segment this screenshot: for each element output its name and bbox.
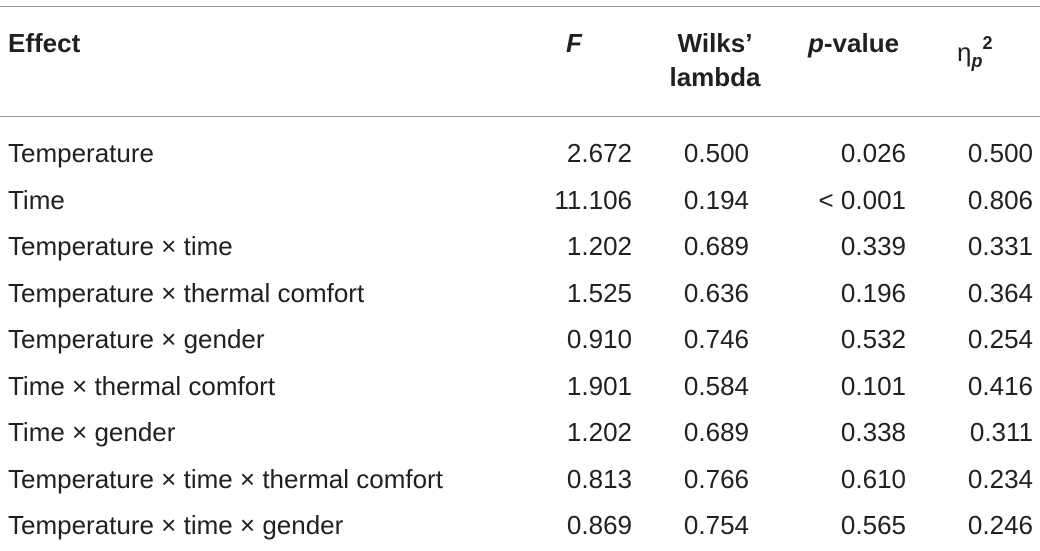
cell-f: 0.910 — [566, 324, 632, 354]
cell-p-value: 0.338 — [840, 417, 906, 447]
cell-wilks-lambda: 0.746 — [683, 324, 749, 354]
cell-f: 1.202 — [566, 231, 632, 261]
cell-p-value: < 0.001 — [818, 184, 906, 215]
cell-wilks-lambda: 0.584 — [683, 370, 749, 401]
header-f: F — [566, 26, 582, 60]
cell-f: 11.106 — [554, 184, 632, 215]
cell-partial-eta-squared: 0.806 — [967, 184, 1033, 215]
cell-p-value: 0.532 — [840, 324, 906, 354]
cell-f: 2.672 — [566, 138, 632, 168]
cell-p-value: 0.339 — [840, 231, 906, 261]
cell-effect: Temperature — [8, 138, 154, 168]
cell-partial-eta-squared: 0.254 — [967, 324, 1033, 354]
header-f-label: F — [566, 28, 582, 58]
cell-f: 1.525 — [566, 277, 632, 308]
cell-effect: Temperature × time — [8, 231, 233, 261]
cell-partial-eta-squared: 0.500 — [967, 138, 1033, 168]
cell-wilks-lambda: 0.194 — [683, 184, 749, 215]
header-rule — [0, 116, 1040, 117]
header-eta-sup: 2 — [982, 33, 993, 53]
header-p-value: p-value — [808, 26, 899, 60]
cell-effect: Time × thermal comfort — [8, 370, 276, 401]
cell-wilks-lambda: 0.689 — [683, 231, 749, 261]
cell-wilks-lambda: 0.766 — [683, 463, 749, 494]
top-rule — [0, 6, 1040, 7]
header-p-rest: -value — [823, 28, 900, 58]
cell-effect: Time × gender — [8, 417, 176, 447]
cell-effect: Temperature × time × gender — [8, 510, 344, 540]
cell-f: 1.202 — [566, 417, 632, 447]
header-wilks-line1: Wilks’ — [677, 28, 753, 58]
cell-p-value: 0.026 — [840, 138, 906, 168]
cell-effect: Time — [8, 184, 65, 215]
cell-partial-eta-squared: 0.416 — [967, 370, 1033, 401]
cell-wilks-lambda: 0.689 — [683, 417, 749, 447]
cell-partial-eta-squared: 0.234 — [967, 463, 1033, 494]
cell-p-value: 0.610 — [840, 463, 906, 494]
cell-partial-eta-squared: 0.246 — [967, 510, 1033, 540]
cell-p-value: 0.101 — [840, 370, 906, 401]
header-partial-eta-squared: ηp2 — [957, 26, 992, 78]
header-effect: Effect — [8, 28, 81, 58]
cell-partial-eta-squared: 0.311 — [969, 417, 1033, 447]
header-wilks-lambda: Wilks’ lambda — [652, 26, 778, 94]
cell-f: 0.869 — [566, 510, 632, 540]
cell-effect: Temperature × time × thermal comfort — [8, 463, 443, 494]
cell-effect: Temperature × thermal comfort — [8, 277, 365, 308]
header-wilks-line2: lambda — [669, 62, 761, 92]
header-eta-sub: p — [971, 51, 983, 71]
cell-f: 0.813 — [566, 463, 632, 494]
cell-f: 1.901 — [566, 370, 632, 401]
cell-p-value: 0.196 — [840, 277, 906, 308]
header-eta-symbol: η — [957, 37, 972, 67]
cell-wilks-lambda: 0.500 — [683, 138, 749, 168]
cell-wilks-lambda: 0.636 — [683, 277, 749, 308]
cell-partial-eta-squared: 0.364 — [967, 277, 1033, 308]
cell-partial-eta-squared: 0.331 — [967, 231, 1033, 261]
header-p-italic: p — [808, 28, 824, 58]
cell-wilks-lambda: 0.754 — [683, 510, 749, 540]
cell-effect: Temperature × gender — [8, 324, 265, 354]
cell-p-value: 0.565 — [840, 510, 906, 540]
